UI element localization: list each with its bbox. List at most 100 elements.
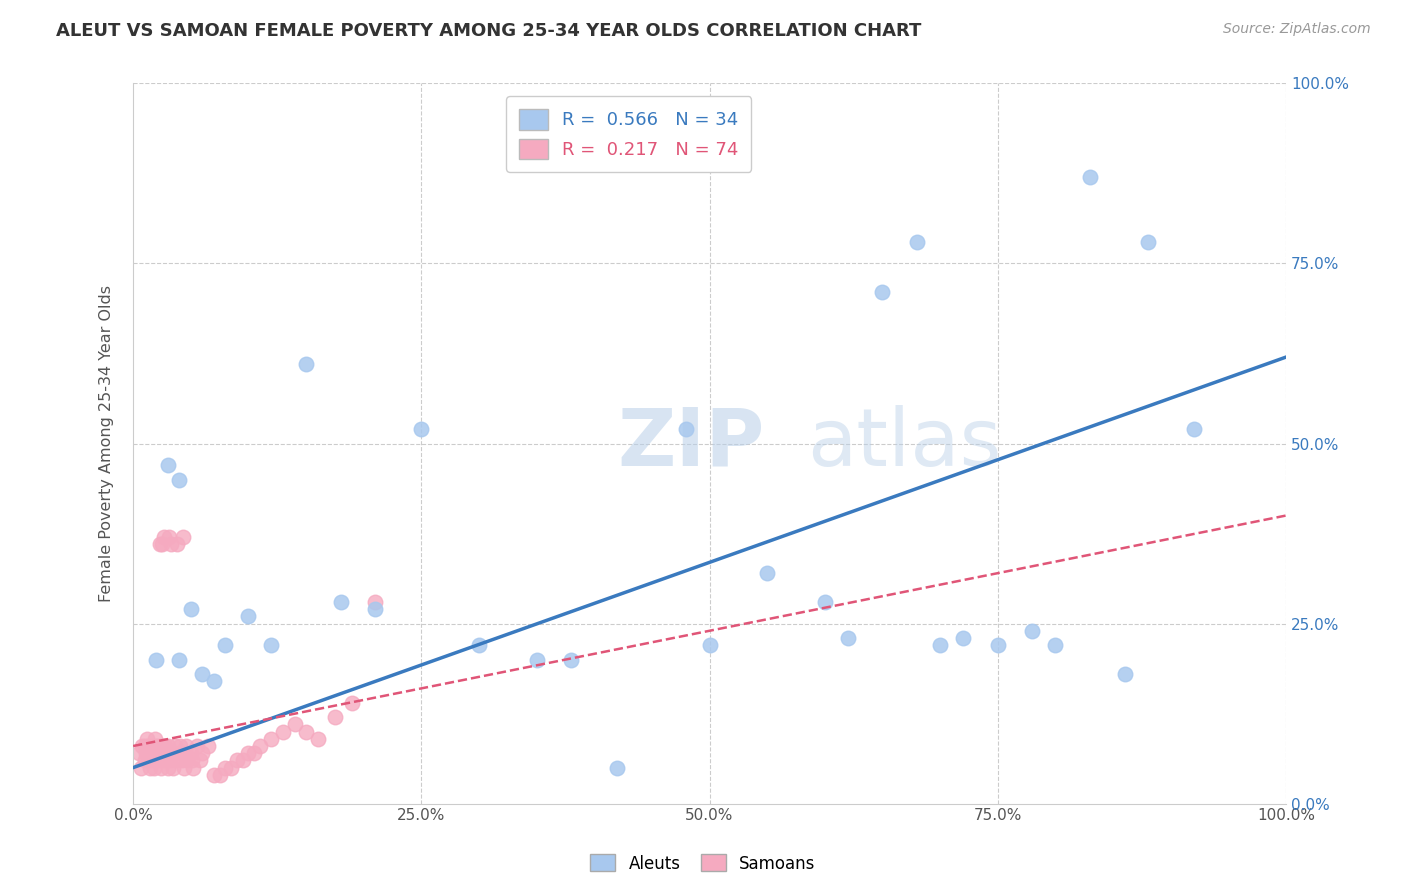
Point	[162, 746, 184, 760]
Point	[148, 739, 170, 753]
Point	[145, 753, 167, 767]
Text: ALEUT VS SAMOAN FEMALE POVERTY AMONG 25-34 YEAR OLDS CORRELATION CHART: ALEUT VS SAMOAN FEMALE POVERTY AMONG 25-…	[56, 22, 921, 40]
Point	[364, 602, 387, 616]
Point	[134, 753, 156, 767]
Point	[139, 761, 162, 775]
Point	[188, 753, 211, 767]
Point	[364, 595, 387, 609]
Point	[128, 746, 150, 760]
Point	[238, 609, 260, 624]
Point	[142, 753, 165, 767]
Point	[156, 746, 179, 760]
Point	[159, 753, 181, 767]
Point	[150, 739, 173, 753]
Point	[606, 761, 628, 775]
Point	[756, 566, 779, 581]
Point	[1182, 422, 1205, 436]
Point	[225, 753, 247, 767]
Point	[174, 746, 197, 760]
Point	[167, 652, 190, 666]
Point	[191, 746, 214, 760]
Y-axis label: Female Poverty Among 25-34 Year Olds: Female Poverty Among 25-34 Year Olds	[100, 285, 114, 602]
Point	[180, 602, 202, 616]
Point	[162, 761, 184, 775]
Point	[139, 746, 162, 760]
Point	[131, 739, 153, 753]
Point	[987, 638, 1010, 652]
Point	[271, 724, 294, 739]
Point	[249, 739, 271, 753]
Point	[172, 530, 194, 544]
Point	[136, 731, 159, 746]
Point	[952, 631, 974, 645]
Point	[929, 638, 952, 652]
Point	[208, 768, 231, 782]
Point	[129, 761, 152, 775]
Point	[814, 595, 837, 609]
Point	[174, 739, 197, 753]
Point	[260, 638, 283, 652]
Point	[149, 761, 172, 775]
Point	[170, 753, 193, 767]
Point	[340, 696, 363, 710]
Point	[238, 746, 260, 760]
Point	[142, 761, 165, 775]
Point	[167, 746, 190, 760]
Point	[180, 746, 202, 760]
Point	[872, 285, 894, 300]
Point	[146, 746, 169, 760]
Legend: Aleuts, Samoans: Aleuts, Samoans	[583, 847, 823, 880]
Point	[905, 235, 928, 249]
Point	[155, 746, 177, 760]
Point	[160, 537, 183, 551]
Point	[156, 458, 179, 472]
Point	[176, 753, 198, 767]
Point	[1021, 624, 1043, 638]
Point	[153, 530, 176, 544]
Point	[1136, 235, 1159, 249]
Point	[141, 739, 163, 753]
Point	[283, 717, 305, 731]
Point	[307, 731, 329, 746]
Text: ZIP: ZIP	[617, 405, 765, 483]
Point	[1078, 170, 1101, 185]
Point	[145, 739, 167, 753]
Point	[191, 667, 214, 681]
Point	[202, 768, 225, 782]
Point	[173, 761, 195, 775]
Point	[1114, 667, 1136, 681]
Point	[180, 753, 202, 767]
Legend: R =  0.566   N = 34, R =  0.217   N = 74: R = 0.566 N = 34, R = 0.217 N = 74	[506, 96, 751, 172]
Point	[219, 761, 242, 775]
Point	[156, 761, 179, 775]
Point	[232, 753, 254, 767]
Point	[156, 739, 179, 753]
Point	[167, 473, 190, 487]
Point	[134, 739, 156, 753]
Point	[323, 710, 346, 724]
Point	[152, 753, 174, 767]
Point	[163, 739, 186, 753]
Point	[699, 638, 721, 652]
Point	[186, 739, 208, 753]
Point	[295, 357, 318, 371]
Text: Source: ZipAtlas.com: Source: ZipAtlas.com	[1223, 22, 1371, 37]
Point	[138, 753, 160, 767]
Point	[135, 746, 157, 760]
Point	[295, 724, 318, 739]
Point	[155, 753, 177, 767]
Point	[837, 631, 859, 645]
Point	[214, 761, 236, 775]
Point	[197, 739, 219, 753]
Point	[155, 739, 177, 753]
Point	[214, 638, 236, 652]
Point	[526, 652, 548, 666]
Point	[675, 422, 697, 436]
Point	[560, 652, 582, 666]
Point	[165, 753, 187, 767]
Point	[148, 753, 170, 767]
Point	[166, 537, 188, 551]
Point	[181, 761, 204, 775]
Point	[157, 530, 180, 544]
Point	[169, 739, 191, 753]
